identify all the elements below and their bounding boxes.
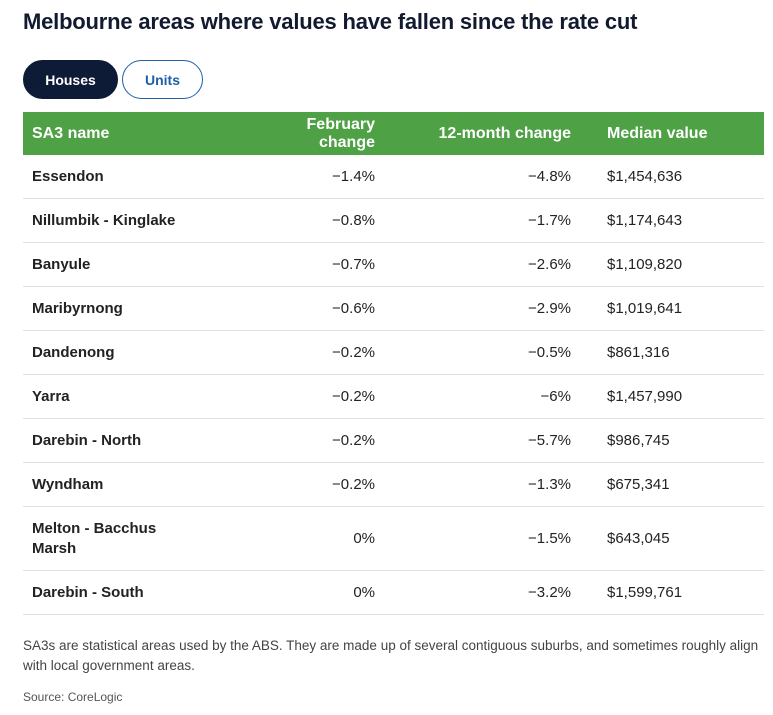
cell-median-value: $1,109,820 <box>607 256 683 273</box>
cell-february-change: −0.2% <box>332 476 375 493</box>
cell-median-value: $1,454,636 <box>607 168 683 185</box>
column-header-12-month-change[interactable]: 12-month change <box>438 124 571 142</box>
cell-12-month-change: −1.5% <box>528 530 571 547</box>
cell-12-month-change: −1.7% <box>528 212 571 229</box>
cell-median-value: $861,316 <box>607 344 670 361</box>
table-row: Essendon −1.4% −4.8% $1,454,636 <box>23 155 764 199</box>
table-row: Wyndham −0.2% −1.3% $675,341 <box>23 463 764 507</box>
cell-sa3-name: Wyndham <box>32 475 104 493</box>
cell-february-change: −0.2% <box>332 344 375 361</box>
cell-median-value: $1,599,761 <box>607 584 683 601</box>
cell-february-change: −0.2% <box>332 432 375 449</box>
cell-median-value: $675,341 <box>607 476 670 493</box>
cell-12-month-change: −5.7% <box>528 432 571 449</box>
cell-february-change: −0.8% <box>332 212 375 229</box>
cell-sa3-name: Melton - Bacchus Marsh <box>32 519 157 557</box>
cell-sa3-name: Banyule <box>32 255 91 273</box>
cell-sa3-name: Darebin - South <box>32 583 144 601</box>
cell-sa3-name: Darebin - North <box>32 431 142 449</box>
tab-group: Houses Units <box>23 60 203 99</box>
tab-units[interactable]: Units <box>122 60 203 99</box>
table-row: Yarra −0.2% −6% $1,457,990 <box>23 375 764 419</box>
table-header: SA3 name February change 12-month change… <box>23 112 764 155</box>
cell-12-month-change: −3.2% <box>528 584 571 601</box>
cell-median-value: $1,019,641 <box>607 300 683 317</box>
cell-12-month-change: −6% <box>540 388 571 405</box>
cell-12-month-change: −1.3% <box>528 476 571 493</box>
tab-houses[interactable]: Houses <box>23 60 118 99</box>
cell-sa3-name: Yarra <box>32 387 70 405</box>
source-credit: Source: CoreLogic <box>23 690 123 704</box>
cell-median-value: $643,045 <box>607 530 670 547</box>
table-row: Darebin - South 0% −3.2% $1,599,761 <box>23 571 764 615</box>
table-row: Darebin - North −0.2% −5.7% $986,745 <box>23 419 764 463</box>
cell-february-change: −1.4% <box>332 168 375 185</box>
cell-february-change: −0.2% <box>332 388 375 405</box>
cell-sa3-name: Dandenong <box>32 343 115 361</box>
table-row: Nillumbik - Kinglake −0.8% −1.7% $1,174,… <box>23 199 764 243</box>
table-row: Maribyrnong −0.6% −2.9% $1,019,641 <box>23 287 764 331</box>
table-row: Melton - Bacchus Marsh 0% −1.5% $643,045 <box>23 507 764 571</box>
cell-sa3-name: Nillumbik - Kinglake <box>32 211 176 229</box>
cell-12-month-change: −2.6% <box>528 256 571 273</box>
table-row: Dandenong −0.2% −0.5% $861,316 <box>23 331 764 375</box>
cell-sa3-name: Essendon <box>32 167 104 185</box>
cell-median-value: $1,457,990 <box>607 388 683 405</box>
cell-february-change: −0.7% <box>332 256 375 273</box>
cell-12-month-change: −0.5% <box>528 344 571 361</box>
footnote: SA3s are statistical areas used by the A… <box>23 638 759 673</box>
cell-february-change: 0% <box>353 584 375 601</box>
column-header-median-value[interactable]: Median value <box>607 124 708 142</box>
cell-sa3-name: Maribyrnong <box>32 299 123 317</box>
cell-february-change: 0% <box>353 530 375 547</box>
page-title: Melbourne areas where values have fallen… <box>23 9 638 34</box>
column-header-sa3-name[interactable]: SA3 name <box>32 124 110 142</box>
cell-median-value: $1,174,643 <box>607 212 683 229</box>
cell-median-value: $986,745 <box>607 432 670 449</box>
table-row: Banyule −0.7% −2.6% $1,109,820 <box>23 243 764 287</box>
cell-february-change: −0.6% <box>332 300 375 317</box>
cell-12-month-change: −4.8% <box>528 168 571 185</box>
column-header-february-change[interactable]: February change <box>306 115 375 151</box>
cell-12-month-change: −2.9% <box>528 300 571 317</box>
data-table: SA3 name February change 12-month change… <box>23 112 764 615</box>
